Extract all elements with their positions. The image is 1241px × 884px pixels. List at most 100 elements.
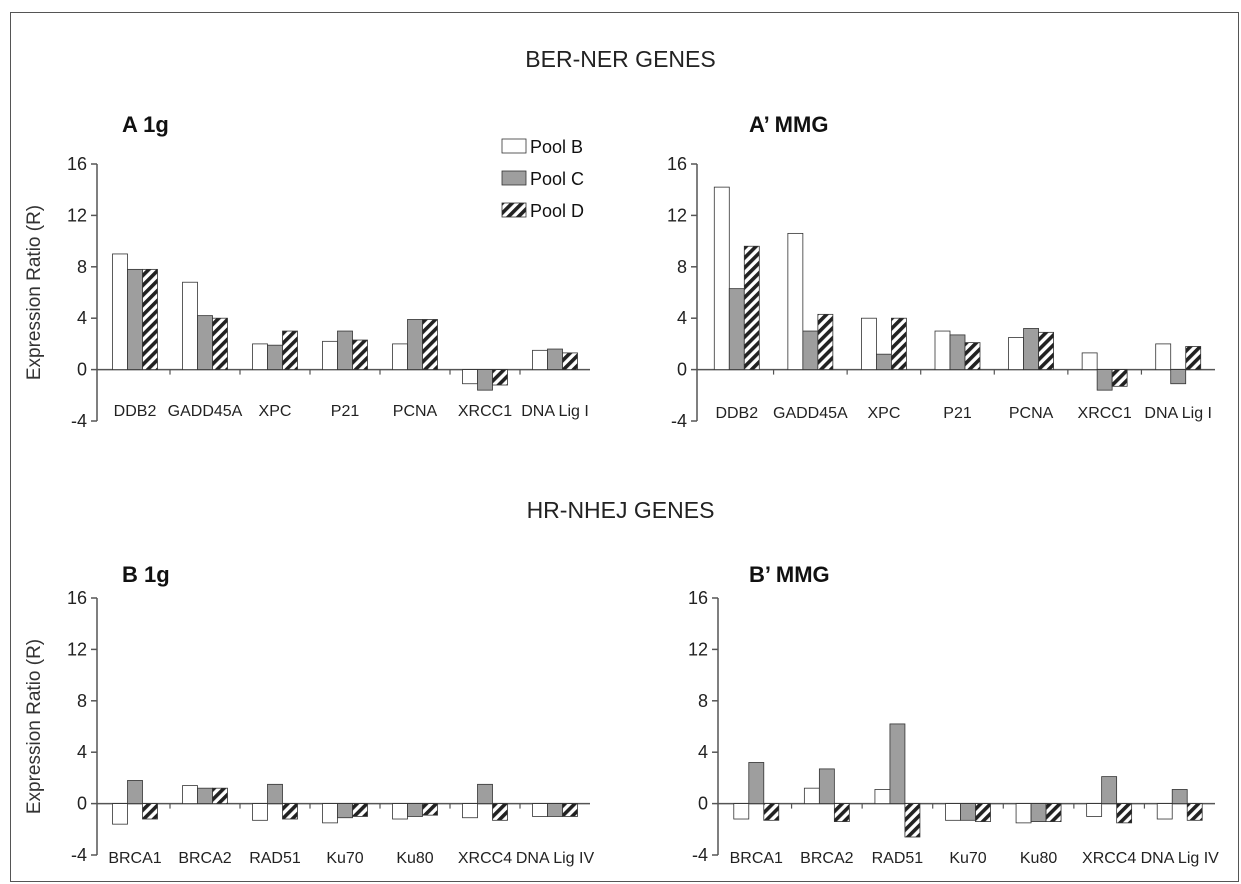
- legend-swatch-pool-c: [501, 170, 527, 186]
- y-tick-label: 8: [77, 257, 87, 277]
- bar-pool-d-pcna: [422, 319, 438, 370]
- bar-pool-b-xrcc1: [1081, 352, 1098, 370]
- x-tick-label: BRCA1: [730, 850, 783, 867]
- bar-pool-d-dna-lig-iv: [562, 803, 578, 817]
- x-tick-label: XRCC1: [458, 403, 512, 420]
- bar-pool-c-dna-lig-i: [1170, 369, 1187, 385]
- chart-panel-b2: B’ MMG -4 0 4 8 12 16 BRCA1 BRCA2 RAD51 Ku70 Ku80 XR…: [688, 562, 1219, 867]
- y-tick-label: 16: [667, 154, 687, 174]
- y-tick-label: -4: [71, 845, 87, 865]
- bar-pool-b-ddb2: [112, 253, 128, 370]
- bar-pool-c-ku70: [337, 803, 353, 819]
- bar-pool-c-brca1: [748, 762, 765, 804]
- x-tick-label: BRCA1: [108, 850, 161, 867]
- bar-pool-c-xpc: [876, 353, 892, 370]
- x-tick-label: DDB2: [114, 403, 157, 420]
- x-tick-label: RAD51: [872, 850, 924, 867]
- bar-pool-d-dna-lig-i: [562, 352, 578, 370]
- bar-pool-d-xrcc4: [492, 803, 508, 821]
- legend: Pool B Pool C Pool D: [501, 137, 584, 221]
- bar-pool-c-dna-lig-iv: [1171, 789, 1188, 805]
- x-tick-label: XPC: [259, 403, 292, 420]
- bar-pool-d-p21: [352, 339, 368, 371]
- bar-pool-c-xrcc4: [1101, 776, 1118, 804]
- x-tick-label: BRCA2: [800, 850, 853, 867]
- x-tick-label: XRCC4: [458, 850, 512, 867]
- x-tick-label: XRCC1: [1078, 405, 1132, 422]
- y-tick-label: 16: [67, 154, 87, 174]
- bar-pool-b-rad51: [252, 803, 268, 821]
- bar-pool-c-gadd45a: [197, 315, 213, 371]
- bar-pool-c-xrcc4: [477, 783, 493, 805]
- bar-pool-d-gadd45a: [817, 313, 834, 371]
- bar-pool-d-xrcc1: [1111, 369, 1128, 387]
- bar-pool-b-xrcc1: [462, 369, 478, 385]
- legend-swatch-pool-d: [501, 202, 527, 218]
- bar-pool-d-brca2: [212, 787, 228, 804]
- bar-pool-b-xpc: [252, 343, 268, 370]
- bar-pool-c-brca1: [127, 780, 143, 804]
- section-title-ber-ner: BER-NER GENES: [525, 46, 716, 72]
- bar-pool-c-gadd45a: [802, 330, 819, 370]
- y-tick-label: 12: [667, 205, 687, 225]
- bar-pool-b-xpc: [861, 317, 877, 371]
- bar-pool-d-brca2: [833, 803, 850, 822]
- bar-pool-b-brca2: [803, 787, 820, 804]
- bar-pool-b-brca1: [733, 803, 750, 820]
- x-tick-label: DNA Lig IV: [1141, 850, 1220, 867]
- bar-pool-d-p21: [964, 342, 981, 370]
- bar-pool-d-xrcc1: [492, 369, 508, 386]
- bar-pool-c-ddb2: [127, 268, 143, 370]
- bar-pool-d-ku70: [352, 803, 368, 817]
- x-tick-label: DDB2: [715, 405, 758, 422]
- chart-panel-a2: A’ MMG -4 0 4 8 12 16 DDB2 GADD45A XPC P21 PCNA XRCC…: [667, 112, 1215, 431]
- x-tick-label: Ku70: [949, 850, 986, 867]
- y-tick-label: 8: [77, 691, 87, 711]
- x-tick-label: Ku80: [396, 850, 433, 867]
- section-title-hr-nhej: HR-NHEJ GENES: [526, 497, 715, 523]
- panel-title: B’ MMG: [749, 562, 830, 587]
- y-tick-label: -4: [671, 411, 687, 431]
- bar-pool-d-xrcc4: [1116, 803, 1133, 824]
- bar-pool-d-xpc: [891, 317, 907, 371]
- y-tick-label: 8: [677, 257, 687, 277]
- bar-pool-b-ku70: [322, 803, 338, 824]
- y-tick-label: 4: [77, 742, 87, 762]
- bar-pool-d-ddb2: [743, 245, 760, 371]
- bar-pool-c-ddb2: [728, 288, 745, 370]
- x-tick-label: GADD45A: [168, 403, 243, 420]
- bar-pool-b-ku80: [1015, 803, 1032, 824]
- bar-pool-c-dna-lig-iv: [547, 803, 563, 817]
- legend-label: Pool C: [530, 169, 584, 189]
- y-tick-label: -4: [71, 411, 87, 431]
- bar-pool-d-brca1: [142, 803, 158, 820]
- x-tick-label: P21: [943, 405, 972, 422]
- bar-pool-d-gadd45a: [212, 317, 228, 371]
- bar-pool-b-pcna: [1008, 337, 1024, 371]
- bar-pool-b-ddb2: [713, 186, 730, 371]
- panel-title: A’ MMG: [749, 112, 828, 137]
- bar-pool-d-xpc: [282, 330, 298, 370]
- bar-pool-c-ku80: [1030, 803, 1047, 822]
- y-tick-label: 8: [698, 691, 708, 711]
- bar-pool-c-p21: [337, 330, 353, 370]
- y-tick-label: 0: [698, 794, 708, 814]
- bar-pool-d-ku80: [1045, 803, 1062, 822]
- panel-title: B 1g: [122, 562, 170, 587]
- bar-pool-d-rad51: [904, 803, 921, 838]
- x-tick-label: GADD45A: [773, 405, 848, 422]
- x-tick-label: XRCC4: [1082, 850, 1136, 867]
- y-axis-label: Expression Ratio (R): [24, 205, 45, 380]
- bar-pool-b-ku80: [392, 803, 408, 820]
- x-tick-label: P21: [331, 403, 360, 420]
- x-tick-label: DNA Lig I: [521, 403, 589, 420]
- bar-pool-b-dna-lig-iv: [532, 803, 548, 817]
- y-tick-label: 4: [698, 742, 708, 762]
- y-tick-label: 0: [77, 360, 87, 380]
- bar-pool-b-dna-lig-i: [1155, 343, 1172, 370]
- bar-pool-b-pcna: [392, 343, 408, 370]
- legend-swatch-pool-b: [501, 138, 527, 154]
- bar-pool-c-dna-lig-i: [547, 348, 563, 371]
- legend-label: Pool D: [530, 201, 584, 221]
